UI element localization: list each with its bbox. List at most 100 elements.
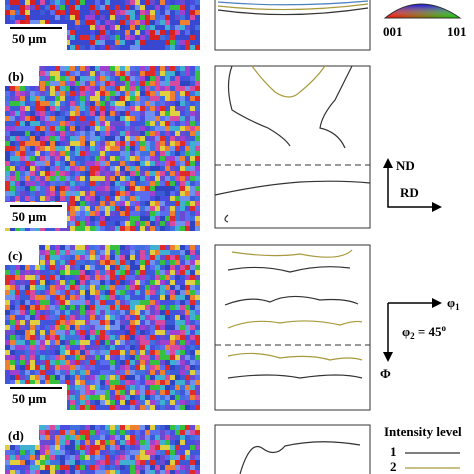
grain — [55, 425, 60, 430]
grain — [135, 400, 140, 405]
grain — [50, 126, 55, 131]
grain — [45, 365, 50, 370]
grain — [55, 196, 60, 201]
grain — [130, 216, 135, 221]
grain — [125, 280, 130, 285]
grain — [85, 375, 90, 380]
grain — [140, 176, 145, 181]
grain — [50, 325, 55, 330]
grain — [160, 275, 165, 280]
grain — [95, 126, 100, 131]
grain — [160, 116, 165, 121]
grain — [30, 176, 35, 181]
grain — [45, 166, 50, 171]
grain — [175, 330, 180, 335]
grain — [105, 211, 110, 216]
grain — [110, 315, 115, 320]
grain — [95, 196, 100, 201]
grain — [115, 106, 120, 111]
grain — [115, 116, 120, 121]
grain — [115, 445, 120, 450]
grain — [190, 440, 195, 445]
grain — [160, 30, 165, 35]
grain — [100, 176, 105, 181]
grain — [110, 390, 115, 395]
grain — [110, 25, 115, 30]
grain — [55, 226, 60, 231]
grain — [120, 450, 125, 455]
grain — [170, 206, 175, 211]
grain — [120, 260, 125, 265]
grain — [110, 455, 115, 460]
grain — [145, 126, 150, 131]
grain — [75, 370, 80, 375]
grain — [120, 201, 125, 206]
grain — [60, 275, 65, 280]
grain — [150, 201, 155, 206]
grain — [65, 370, 70, 375]
grain — [185, 400, 190, 405]
grain — [90, 450, 95, 455]
grain — [90, 10, 95, 15]
grain — [150, 196, 155, 201]
grain — [135, 465, 140, 470]
grain — [140, 335, 145, 340]
grain — [35, 275, 40, 280]
grain — [30, 325, 35, 330]
grain — [65, 116, 70, 121]
grain — [160, 106, 165, 111]
grain — [60, 290, 65, 295]
grain — [175, 20, 180, 25]
grain — [20, 350, 25, 355]
grain — [90, 460, 95, 465]
grain — [125, 211, 130, 216]
grain — [55, 111, 60, 116]
grain — [180, 40, 185, 45]
grain — [105, 380, 110, 385]
grain — [85, 335, 90, 340]
grain — [60, 81, 65, 86]
grain — [145, 290, 150, 295]
grain — [150, 265, 155, 270]
grain — [10, 270, 15, 275]
grain — [135, 285, 140, 290]
grain — [130, 405, 135, 410]
grain — [90, 300, 95, 305]
grain — [140, 280, 145, 285]
grain — [150, 186, 155, 191]
grain — [75, 275, 80, 280]
grain — [150, 425, 155, 430]
grain — [10, 146, 15, 151]
grain — [70, 460, 75, 465]
grain — [90, 226, 95, 231]
grain — [30, 295, 35, 300]
grain — [170, 245, 175, 250]
grain — [140, 226, 145, 231]
grain — [175, 81, 180, 86]
grain — [80, 375, 85, 380]
grain — [125, 300, 130, 305]
grain — [50, 81, 55, 86]
grain — [145, 20, 150, 25]
grain — [85, 265, 90, 270]
grain — [65, 250, 70, 255]
grain — [160, 245, 165, 250]
grain — [145, 45, 150, 50]
grain — [110, 380, 115, 385]
grain — [115, 450, 120, 455]
grain — [120, 45, 125, 50]
grain — [100, 0, 105, 5]
grain — [120, 151, 125, 156]
grain — [105, 260, 110, 265]
grain — [80, 186, 85, 191]
grain — [115, 320, 120, 325]
grain — [50, 310, 55, 315]
grain — [150, 455, 155, 460]
grain — [40, 315, 45, 320]
grain — [30, 0, 35, 5]
grain — [5, 345, 10, 350]
grain — [165, 285, 170, 290]
grain — [125, 111, 130, 116]
grain — [100, 191, 105, 196]
grain — [160, 161, 165, 166]
